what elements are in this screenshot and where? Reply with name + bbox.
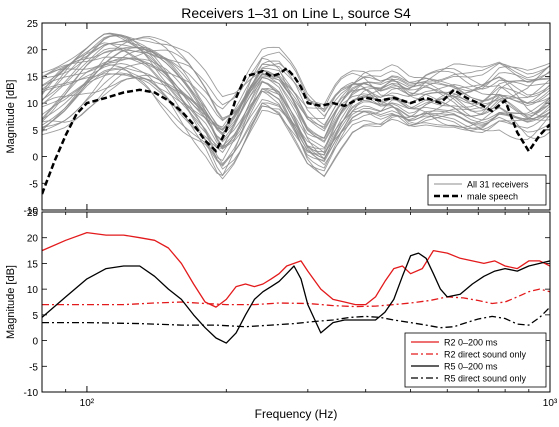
- top-panel: -10 -5 0 5 10 15 20 25 Magnitude [dB] All 31 rece…: [5, 19, 551, 217]
- receiver-line: [42, 43, 550, 111]
- legend-label: All 31 receivers: [467, 180, 529, 190]
- receiver-line: [42, 62, 550, 170]
- receiver-line: [42, 69, 550, 143]
- y-tick-label: 20: [27, 234, 39, 245]
- legend-box: [427, 174, 547, 206]
- receiver-line: [42, 58, 550, 128]
- bottom-panel: -10 -5 0 5 10 15 20 25 10² 10³ Magnitude [dB] R2 0–…: [5, 208, 558, 409]
- y-tick-label: 0: [32, 153, 38, 164]
- series-line: [42, 252, 550, 344]
- legend-label: R2 0–200 ms: [444, 338, 498, 348]
- y-tick-label: 20: [27, 46, 39, 57]
- chart-title: Receivers 1–31 on Line L, source S4: [181, 5, 411, 21]
- y-tick-label: -10: [24, 388, 39, 399]
- legend-label: R2 direct sound only: [444, 350, 527, 360]
- receiver-line: [42, 57, 550, 160]
- y-tick-label: 5: [32, 126, 38, 137]
- y-tick-label: 15: [27, 72, 39, 83]
- receiver-line: [42, 33, 550, 139]
- y-tick-label: 25: [27, 19, 39, 30]
- legend-label: male speech: [467, 192, 518, 202]
- y-tick-label: -10: [24, 206, 39, 217]
- y-tick-label: 15: [27, 259, 39, 270]
- legend-label: R5 0–200 ms: [444, 362, 498, 372]
- x-axis-label: Frequency (Hz): [255, 407, 338, 421]
- y-axis-label: Magnitude [dB]: [5, 265, 17, 339]
- series-line: [42, 67, 550, 195]
- x-tick-label: 10³: [543, 398, 558, 409]
- y-tick-label: 25: [27, 208, 39, 219]
- axes-frame: [41, 211, 551, 393]
- receiver-line: [42, 67, 550, 156]
- series-line: [42, 231, 550, 308]
- legend-label: R5 direct sound only: [444, 374, 527, 384]
- y-tick-label: -5: [29, 179, 38, 190]
- y-tick-label: 10: [27, 99, 39, 110]
- series-line: [42, 288, 550, 308]
- receiver-line: [42, 35, 550, 131]
- receiver-line: [42, 34, 550, 161]
- y-tick-label: 5: [32, 311, 38, 322]
- receiver-line: [42, 72, 550, 166]
- series-line: [42, 306, 550, 329]
- y-tick-label: 0: [32, 337, 38, 348]
- receiver-line: [42, 33, 550, 117]
- x-tick-label: 10²: [80, 398, 95, 409]
- legend: R2 0–200 ms R2 direct sound only R5 0–200 …: [404, 332, 547, 388]
- receiver-line: [42, 37, 550, 139]
- plot-lines: [42, 231, 550, 344]
- receiver-line: [42, 35, 550, 132]
- axes-frame: [41, 22, 551, 211]
- legend: All 31 receivers male speech: [427, 174, 547, 206]
- y-tick-label: 10: [27, 285, 39, 296]
- plot-lines: [42, 32, 550, 195]
- receiver-line: [42, 57, 550, 180]
- y-axis-label: Magnitude [dB]: [5, 80, 17, 154]
- receiver-line: [42, 64, 550, 166]
- y-tick-label: -5: [29, 362, 38, 373]
